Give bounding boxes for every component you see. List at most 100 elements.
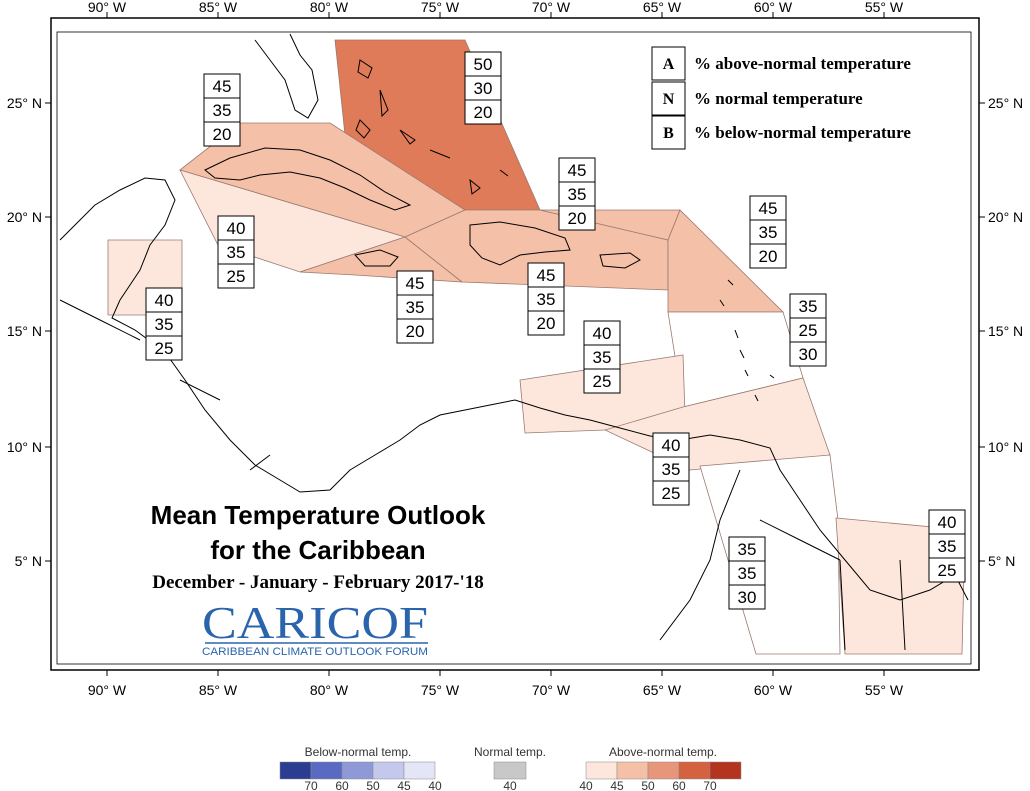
key-text-above: % above-normal temperature <box>694 54 911 73</box>
colorbar-below-swatch <box>372 761 405 780</box>
colorbar-above-swatch <box>678 761 711 780</box>
florida-coast <box>254 33 319 119</box>
lat-label: 5° N <box>988 553 1015 569</box>
title-backdrop <box>100 493 540 663</box>
colorbar-above-swatch <box>585 761 618 780</box>
cuba-coast <box>204 147 412 211</box>
lat-label: 20° N <box>988 209 1023 225</box>
lon-label: 80° W <box>310 682 349 698</box>
lesser-antilles <box>719 279 775 402</box>
colorbar-tick: 40 <box>579 779 593 791</box>
lon-label: 75° W <box>421 0 460 15</box>
lat-ticks <box>45 102 985 562</box>
colorbar-tick: 45 <box>610 779 624 791</box>
prob-box-hispaniola: 45 35 20 <box>527 262 565 336</box>
prob-box-bahamas: 50 30 20 <box>464 51 502 125</box>
lat-label: 10° N <box>988 439 1023 455</box>
puerto-rico-coast <box>599 252 641 269</box>
lon-labels-top: 90° W 85° W 80° W 75° W 70° W 65° W 60° … <box>88 0 904 15</box>
prob-box-cuba: 45 35 20 <box>203 73 241 147</box>
colorbar-below-swatch <box>310 761 343 780</box>
lat-labels-right: 25° N 20° N 15° N 10° N 5° N <box>988 95 1023 569</box>
prob-below: 20 <box>213 125 232 144</box>
probability-boxes: 50 30 20 45 35 20 40 35 25 40 35 25 45 3… <box>145 51 966 610</box>
lon-label: 70° W <box>532 0 571 15</box>
key-text-below: % below-normal temperature <box>694 123 911 142</box>
prob-above: 40 <box>938 513 957 532</box>
colorbar-below-label: Below-normal temp. <box>305 745 412 759</box>
prob-box-guyana: 35 35 30 <box>728 536 766 610</box>
lat-label: 25° N <box>988 95 1023 111</box>
colorbar-above-swatch <box>616 761 649 780</box>
prob-below: 25 <box>155 339 174 358</box>
prob-below: 20 <box>406 322 425 341</box>
prob-box-turks: 45 35 20 <box>558 157 596 231</box>
prob-box-belize: 40 35 25 <box>145 287 183 361</box>
prob-normal: 35 <box>213 101 232 120</box>
lon-ticks <box>106 12 885 676</box>
key-letter-a: A <box>663 56 675 73</box>
title-line-3: December - January - February 2017-'18 <box>152 572 484 593</box>
jamaica-coast <box>354 249 399 267</box>
prob-above: 40 <box>593 324 612 343</box>
lon-label: 60° W <box>754 0 793 15</box>
prob-normal: 35 <box>227 243 246 262</box>
lon-label: 70° W <box>532 682 571 698</box>
lat-label: 15° N <box>7 323 42 339</box>
prob-box-leewards: 45 35 20 <box>749 195 787 269</box>
lon-label: 80° W <box>310 0 349 15</box>
mainland-coast <box>59 177 969 601</box>
prob-normal: 35 <box>537 290 556 309</box>
lat-label: 25° N <box>7 95 42 111</box>
prob-box-suriname: 40 35 25 <box>928 509 966 583</box>
prob-below: 30 <box>738 588 757 607</box>
colorbar-above-label: Above-normal temp. <box>609 745 717 759</box>
lon-label: 65° W <box>643 0 682 15</box>
colorbar-tick: 70 <box>304 779 318 791</box>
title-line-2: for the Caribbean <box>210 535 425 565</box>
borders <box>59 299 906 651</box>
colorbar-below-swatch <box>341 761 374 780</box>
prob-below: 20 <box>537 314 556 333</box>
key-letter-n: N <box>663 91 675 108</box>
prob-above: 50 <box>474 55 493 74</box>
prob-normal: 35 <box>155 315 174 334</box>
bahamas-islands <box>355 59 509 195</box>
colorbar-tick: 40 <box>428 779 442 791</box>
colorbar-below-swatch <box>279 761 312 780</box>
prob-below: 20 <box>568 209 587 228</box>
colorbar-tick: 40 <box>503 779 517 791</box>
lat-labels-left: 25° N 20° N 15° N 10° N 5° N <box>7 95 42 569</box>
prob-above: 40 <box>155 291 174 310</box>
lat-label: 20° N <box>7 209 42 225</box>
prob-above: 45 <box>759 199 778 218</box>
prob-box-abc: 40 35 25 <box>583 320 621 394</box>
lon-label: 90° W <box>88 682 127 698</box>
colorbar-above-swatch <box>647 761 680 780</box>
logo-subtitle: CARIBBEAN CLIMATE OUTLOOK FORUM <box>202 646 428 658</box>
map-inner-border <box>56 31 972 665</box>
colorbar-normal-swatch <box>493 761 527 780</box>
colorbar-tick: 45 <box>397 779 411 791</box>
colorbar-tick: 60 <box>335 779 349 791</box>
prob-above: 40 <box>227 219 246 238</box>
zone-guyana <box>699 454 841 655</box>
prob-above: 45 <box>568 161 587 180</box>
prob-above: 45 <box>213 77 232 96</box>
prob-below: 30 <box>799 345 818 364</box>
prob-box-jamaica: 45 35 20 <box>396 270 434 344</box>
prob-box-windwards: 35 25 30 <box>789 293 827 367</box>
lon-label: 75° W <box>421 682 460 698</box>
prob-normal: 35 <box>738 564 757 583</box>
prob-above: 45 <box>406 274 425 293</box>
logo-wordmark: CARICOF <box>202 597 428 648</box>
prob-box-trinidad: 40 35 25 <box>652 432 690 506</box>
lon-labels-bottom: 90° W 85° W 80° W 75° W 70° W 65° W 60° … <box>88 682 904 698</box>
key-text-normal: % normal temperature <box>694 89 863 108</box>
hispaniola-coast <box>469 221 571 266</box>
prob-normal: 30 <box>474 79 493 98</box>
colorbar-tick: 50 <box>641 779 655 791</box>
colorbar-above-swatch <box>709 761 742 780</box>
prob-below: 25 <box>662 484 681 503</box>
